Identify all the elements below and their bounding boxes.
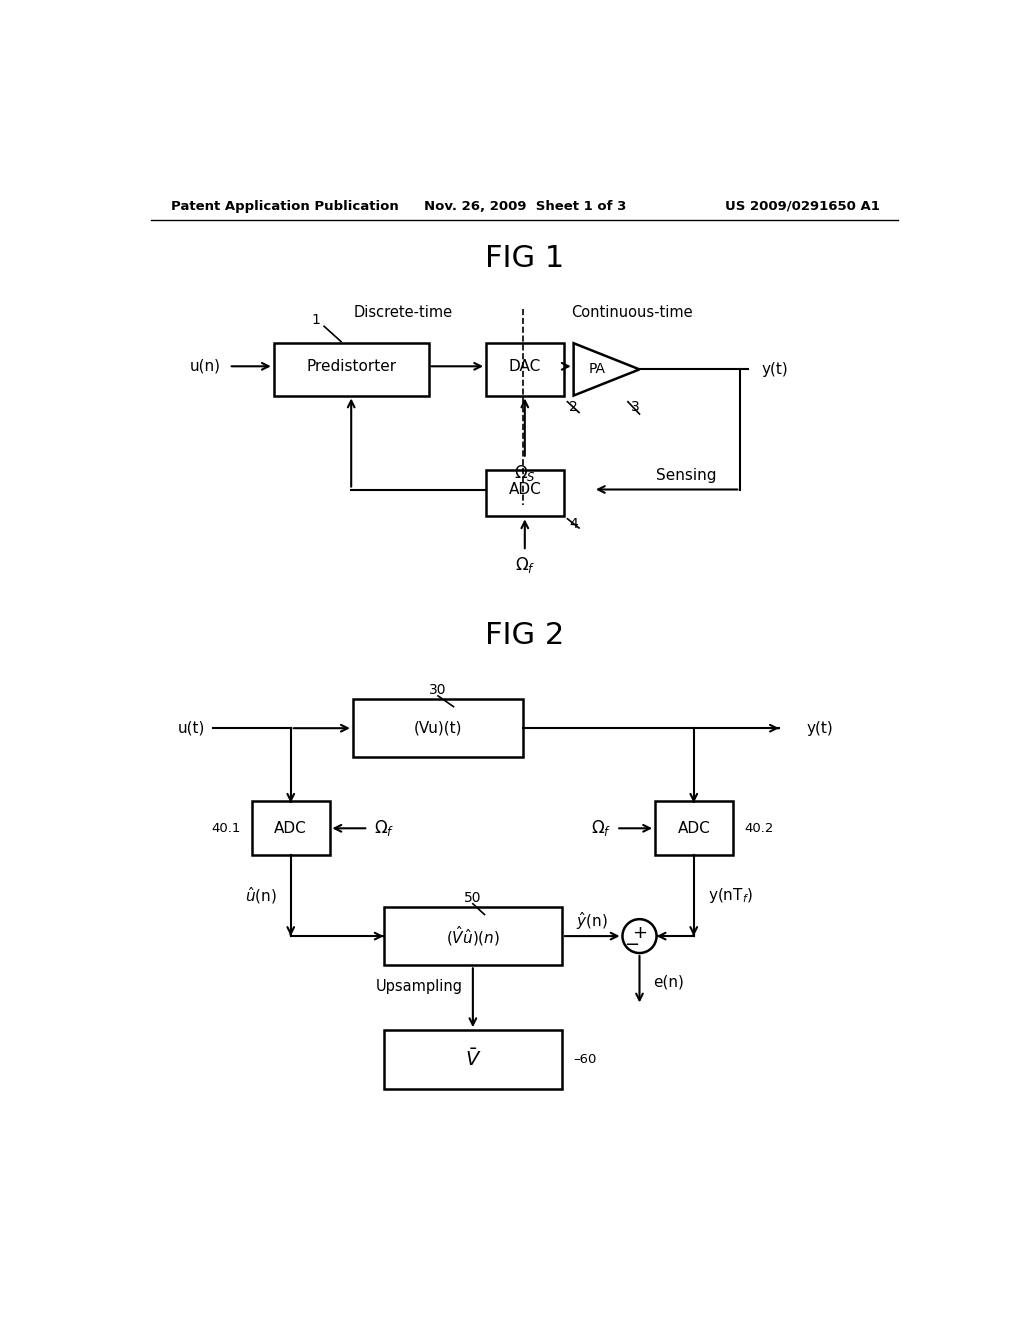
Text: (Vu)(t): (Vu)(t) bbox=[414, 721, 462, 735]
Text: y(t): y(t) bbox=[806, 721, 833, 735]
Bar bbox=[384, 907, 562, 965]
Text: $\hat{y}$(n): $\hat{y}$(n) bbox=[577, 909, 608, 932]
Text: ADC: ADC bbox=[677, 821, 710, 836]
Text: 3: 3 bbox=[631, 400, 640, 414]
Text: $\Omega_S$: $\Omega_S$ bbox=[514, 462, 536, 483]
Text: Sensing: Sensing bbox=[655, 469, 716, 483]
Text: $\Omega_f$: $\Omega_f$ bbox=[515, 554, 535, 576]
Bar bbox=[486, 343, 563, 396]
Text: 50: 50 bbox=[464, 891, 481, 904]
Text: ADC: ADC bbox=[274, 821, 307, 836]
Text: u(n): u(n) bbox=[190, 359, 221, 374]
Text: Continuous-time: Continuous-time bbox=[571, 305, 692, 319]
Text: $\Omega_f$: $\Omega_f$ bbox=[591, 818, 611, 838]
Text: y(t): y(t) bbox=[762, 362, 788, 378]
Polygon shape bbox=[573, 343, 640, 396]
Bar bbox=[273, 343, 429, 396]
Text: DAC: DAC bbox=[509, 359, 541, 374]
Text: –60: –60 bbox=[573, 1053, 597, 1065]
Text: Discrete-time: Discrete-time bbox=[353, 305, 453, 319]
Text: −: − bbox=[625, 936, 639, 954]
Text: US 2009/0291650 A1: US 2009/0291650 A1 bbox=[725, 199, 880, 213]
Text: 40.2: 40.2 bbox=[744, 822, 773, 834]
Bar bbox=[252, 801, 330, 855]
Text: 4: 4 bbox=[569, 517, 578, 531]
Text: 30: 30 bbox=[429, 682, 446, 697]
Bar bbox=[352, 700, 523, 758]
Text: y(nT$_f$): y(nT$_f$) bbox=[708, 886, 753, 906]
Text: ADC: ADC bbox=[509, 482, 541, 498]
Text: $(\hat{V}\hat{u})(n)$: $(\hat{V}\hat{u})(n)$ bbox=[445, 924, 500, 948]
Bar bbox=[655, 801, 732, 855]
Text: +: + bbox=[632, 924, 647, 942]
Text: 1: 1 bbox=[312, 313, 321, 327]
Text: $\bar{V}$: $\bar{V}$ bbox=[465, 1048, 481, 1071]
Text: 2: 2 bbox=[569, 400, 578, 414]
Text: Predistorter: Predistorter bbox=[306, 359, 396, 374]
Text: FIG 2: FIG 2 bbox=[485, 622, 564, 651]
Bar bbox=[486, 470, 563, 516]
Text: $\hat{u}$(n): $\hat{u}$(n) bbox=[245, 886, 276, 906]
Text: e(n): e(n) bbox=[653, 974, 684, 990]
Text: $\Omega_f$: $\Omega_f$ bbox=[374, 818, 394, 838]
Text: Patent Application Publication: Patent Application Publication bbox=[171, 199, 398, 213]
Text: u(t): u(t) bbox=[178, 721, 206, 735]
Text: PA: PA bbox=[589, 363, 605, 376]
Bar bbox=[384, 1030, 562, 1089]
Text: 40.1: 40.1 bbox=[211, 822, 241, 834]
Text: Nov. 26, 2009  Sheet 1 of 3: Nov. 26, 2009 Sheet 1 of 3 bbox=[424, 199, 626, 213]
Text: FIG 1: FIG 1 bbox=[485, 244, 564, 273]
Text: Upsampling: Upsampling bbox=[376, 978, 463, 994]
